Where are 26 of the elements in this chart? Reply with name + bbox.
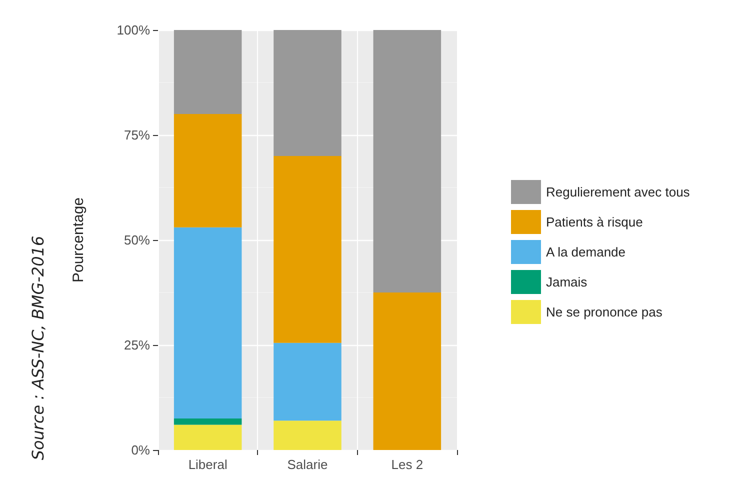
y-tick-label: 0% [131,442,150,458]
bar [373,292,442,450]
bar [174,30,242,114]
bar [274,156,342,343]
legend-label: Patients à risque [546,214,643,230]
bar [274,420,342,450]
y-tick-label: 25% [124,338,150,352]
y-tick-label: 50% [124,232,150,248]
legend-label: Regulierement avec tous [546,184,690,200]
bar [174,114,242,228]
legend-label: Ne se prononce pas [546,304,663,320]
bar [274,342,342,421]
bar [174,227,242,418]
y-axis-title: Pourcentage [70,197,87,283]
bar [373,30,442,292]
bar [174,424,242,450]
bar [174,418,242,425]
legend-label: A la demande [546,244,626,260]
x-tick-label: Liberal [188,457,228,472]
source-note: Source : ASS-NC, BMG-2016 [28,236,48,460]
y-tick-label: 100% [116,22,150,38]
bar [274,30,342,156]
y-tick-label: 75% [124,128,150,142]
x-tick-label: Les 2 [391,457,424,472]
legend-label: Jamais [546,274,588,290]
x-tick-label: Salarie [287,457,328,472]
